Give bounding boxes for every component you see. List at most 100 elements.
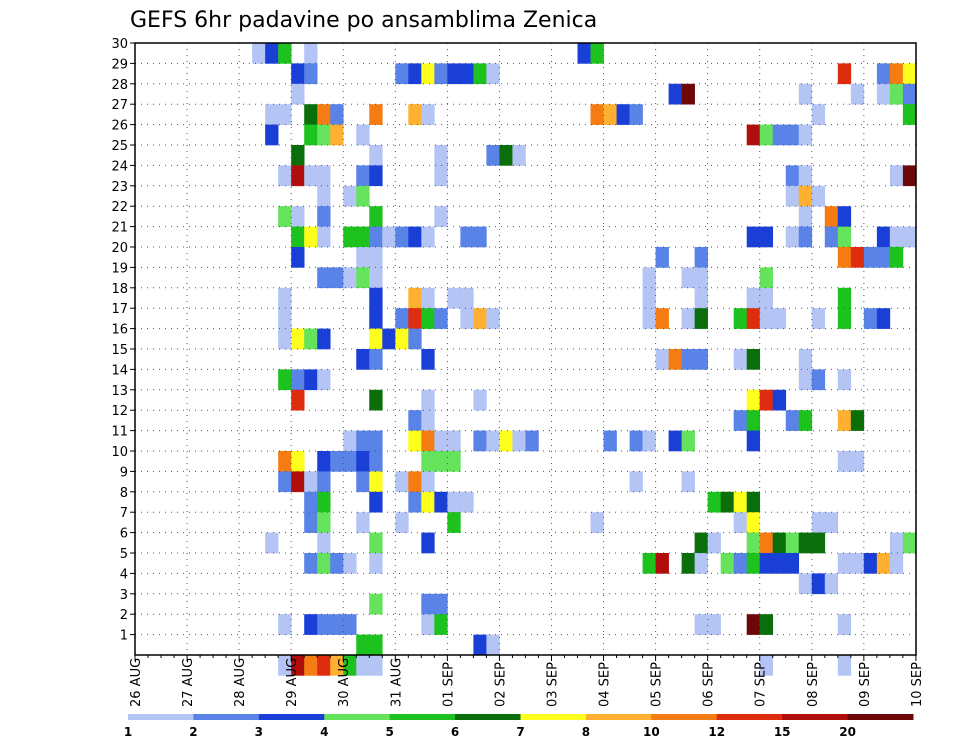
- heatmap-cell: [369, 389, 383, 411]
- heatmap-cell: [876, 226, 891, 248]
- heatmap-cell: [317, 614, 331, 635]
- heatmap-cell: [460, 491, 474, 513]
- heatmap-cell: [343, 430, 357, 452]
- heatmap-cell: [785, 185, 800, 207]
- heatmap-cell: [473, 63, 487, 85]
- legend-label: 15: [774, 725, 791, 739]
- heatmap-cell: [473, 389, 487, 411]
- heatmap-cell: [291, 226, 305, 248]
- heatmap-cell: [330, 124, 344, 146]
- heatmap-cell: [278, 165, 292, 187]
- x-tick-label: 08 SEP: [806, 662, 821, 707]
- legend-label: 2: [189, 725, 197, 739]
- heatmap-cell: [304, 614, 318, 635]
- heatmap-cell: [837, 410, 852, 431]
- heatmap-cell: [304, 124, 318, 146]
- heatmap-cell: [798, 83, 813, 105]
- x-tick-label: 02 SEP: [493, 662, 508, 707]
- heatmap-cell: [395, 308, 409, 329]
- heatmap-cell: [694, 614, 708, 635]
- heatmap-cell: [369, 491, 383, 513]
- y-tick-label: 9: [120, 465, 128, 480]
- heatmap-cell: [395, 471, 409, 493]
- heatmap-cell: [889, 247, 904, 268]
- heatmap-cell: [356, 451, 370, 472]
- heatmap-cell: [889, 63, 904, 85]
- heatmap-cell: [265, 43, 279, 64]
- heatmap-cell: [278, 308, 292, 329]
- heatmap-cell: [252, 43, 266, 64]
- heatmap-cell: [304, 104, 318, 125]
- heatmap-cell: [265, 532, 279, 554]
- heatmap-cell: [369, 145, 383, 166]
- heatmap-cell: [317, 104, 331, 125]
- x-tick-label: 05 SEP: [650, 662, 665, 707]
- y-tick-label: 20: [111, 241, 128, 256]
- heatmap-cell: [512, 430, 526, 452]
- heatmap-cell: [369, 471, 383, 493]
- heatmap-cell: [694, 532, 708, 554]
- heatmap-cell: [811, 104, 826, 125]
- heatmap-cell: [317, 491, 331, 513]
- y-tick-label: 7: [120, 506, 128, 521]
- heatmap-cell: [278, 451, 292, 472]
- heatmap-cell: [291, 389, 305, 411]
- heatmap-cell: [668, 430, 682, 452]
- heatmap-cell: [317, 471, 331, 493]
- x-tick-label: 07 SEP: [754, 662, 769, 707]
- heatmap-cell: [486, 430, 500, 452]
- heatmap-cell: [304, 165, 318, 187]
- heatmap-cell: [694, 287, 708, 309]
- heatmap-cell: [434, 206, 448, 227]
- heatmap-cell: [447, 512, 461, 533]
- heatmap-cell: [512, 145, 526, 166]
- heatmap-cell: [850, 553, 865, 574]
- legend-swatch: [128, 714, 194, 720]
- y-tick-label: 1: [120, 629, 128, 644]
- heatmap-cell: [317, 124, 331, 146]
- y-tick-label: 2: [120, 608, 128, 623]
- heatmap-cell: [356, 430, 370, 452]
- heatmap-cell: [837, 369, 852, 391]
- heatmap-cell: [655, 553, 669, 574]
- y-tick-label: 6: [120, 527, 128, 542]
- heatmap-cell: [798, 206, 813, 227]
- heatmap-cell: [889, 532, 904, 554]
- legend-label: 6: [451, 725, 459, 739]
- cells-layer: [252, 43, 917, 676]
- y-tick-label: 25: [111, 139, 128, 154]
- legend-label: 3: [255, 725, 263, 739]
- heatmap-cell: [798, 165, 813, 187]
- heatmap-cell: [330, 614, 344, 635]
- heatmap-cell: [759, 308, 774, 329]
- heatmap-cell: [785, 124, 800, 146]
- heatmap-cell: [707, 491, 721, 513]
- y-tick-label: 30: [111, 37, 128, 52]
- heatmap-cell: [798, 410, 813, 431]
- heatmap-cell: [278, 287, 292, 309]
- heatmap-cell: [707, 532, 721, 554]
- heatmap-cell: [837, 206, 852, 227]
- heatmap-cell: [434, 491, 448, 513]
- heatmap-cell: [317, 553, 331, 574]
- heatmap-cell: [421, 63, 435, 85]
- heatmap-cell: [590, 512, 604, 533]
- heatmap-cell: [759, 267, 774, 289]
- heatmap-cell: [772, 389, 787, 411]
- x-tick-label: 01 SEP: [441, 662, 456, 707]
- heatmap-cell: [798, 532, 813, 554]
- heatmap-cell: [837, 287, 852, 309]
- heatmap-cell: [291, 451, 305, 472]
- heatmap-cell: [278, 471, 292, 493]
- heatmap-cell: [746, 308, 761, 329]
- heatmap-cell: [681, 430, 695, 452]
- heatmap-cell: [408, 328, 422, 350]
- heatmap-cell: [434, 593, 448, 615]
- heatmap-cell: [434, 145, 448, 166]
- heatmap-cell: [694, 308, 708, 329]
- heatmap-cell: [369, 247, 383, 268]
- heatmap-cell: [369, 451, 383, 472]
- heatmap-cell: [421, 532, 435, 554]
- heatmap-cell: [369, 206, 383, 227]
- heatmap-cell: [304, 491, 318, 513]
